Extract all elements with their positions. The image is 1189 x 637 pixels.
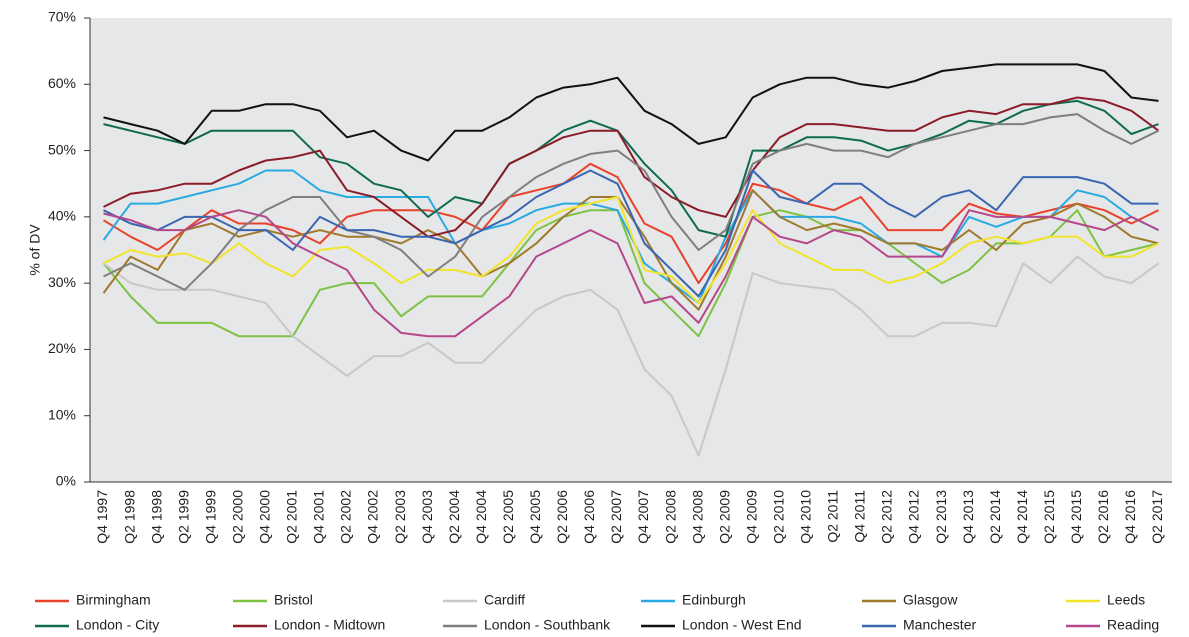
x-tick-label: Q4 2006 xyxy=(581,490,597,544)
x-tick-label: Q2 2007 xyxy=(608,490,624,544)
x-tick-label: Q2 2010 xyxy=(770,490,786,544)
x-tick-label: Q2 2004 xyxy=(446,490,462,544)
x-tick-label: Q2 2015 xyxy=(1041,490,1057,544)
y-tick-label: 40% xyxy=(48,208,76,224)
y-tick-label: 0% xyxy=(56,473,76,489)
x-tick-label: Q2 2008 xyxy=(662,490,678,544)
x-tick-label: Q4 1999 xyxy=(202,490,218,544)
series-line xyxy=(103,96,1160,238)
x-tick-label: Q4 1997 xyxy=(94,490,110,544)
series-line xyxy=(103,113,1159,291)
x-tick-label: Q2 2003 xyxy=(392,490,408,544)
legend-label: Bristol xyxy=(274,592,313,608)
x-tick-label: Q2 2013 xyxy=(933,490,949,544)
x-tick-label: Q2 2017 xyxy=(1149,490,1165,544)
series-line xyxy=(103,99,1159,238)
y-tick-label: 70% xyxy=(48,9,76,25)
legend-label: Cardiff xyxy=(484,592,525,608)
x-tick-label: Q2 2009 xyxy=(716,490,732,544)
x-tick-label: Q4 2004 xyxy=(473,490,489,544)
legend-label: Manchester xyxy=(903,617,976,633)
x-tick-label: Q4 2016 xyxy=(1122,490,1138,544)
series-line xyxy=(103,63,1159,162)
y-axis-label: % of DV xyxy=(27,224,43,276)
x-tick-label: Q2 1999 xyxy=(175,490,191,544)
legend-label: London - City xyxy=(76,617,159,633)
y-tick-label: 50% xyxy=(48,141,76,157)
y-tick-label: 30% xyxy=(48,274,76,290)
series-line xyxy=(103,196,1159,304)
plot-area xyxy=(90,18,1172,482)
x-tick-label: Q2 1998 xyxy=(121,490,137,544)
x-tick-label: Q4 2003 xyxy=(419,490,435,544)
x-tick-label: Q4 2007 xyxy=(635,490,651,544)
y-tick-label: 10% xyxy=(48,406,76,422)
x-tick-label: Q4 2010 xyxy=(798,490,814,544)
legend-label: London - West End xyxy=(682,617,802,633)
x-tick-label: Q4 2000 xyxy=(257,490,273,544)
legend-label: Leeds xyxy=(1107,592,1145,608)
x-tick-label: Q2 2006 xyxy=(554,490,570,544)
x-tick-label: Q4 2012 xyxy=(906,490,922,544)
x-tick-label: Q2 2000 xyxy=(229,490,245,544)
y-tick-label: 60% xyxy=(48,75,76,91)
x-tick-label: Q4 2013 xyxy=(960,490,976,544)
legend-label: London - Southbank xyxy=(484,617,611,633)
legend-label: Reading xyxy=(1107,617,1159,633)
series-line xyxy=(103,209,1159,338)
x-tick-label: Q2 2014 xyxy=(987,490,1003,544)
series-line xyxy=(102,255,1160,457)
x-tick-label: Q4 2005 xyxy=(527,490,543,544)
x-tick-label: Q2 2011 xyxy=(825,490,841,543)
x-tick-label: Q2 2012 xyxy=(879,490,895,544)
legend-label: Edinburgh xyxy=(682,592,746,608)
x-tick-label: Q4 2001 xyxy=(311,490,327,544)
x-tick-label: Q2 2001 xyxy=(284,490,300,544)
legend-label: Birmingham xyxy=(76,592,151,608)
x-tick-label: Q4 2011 xyxy=(852,490,868,543)
series-line xyxy=(103,169,1159,298)
x-tick-label: Q4 2014 xyxy=(1014,490,1030,544)
series-line xyxy=(102,209,1159,338)
x-tick-label: Q4 2009 xyxy=(743,490,759,544)
y-tick-label: 20% xyxy=(48,340,76,356)
x-tick-label: Q4 1998 xyxy=(148,490,164,544)
x-tick-label: Q2 2002 xyxy=(338,490,354,544)
x-tick-label: Q4 2008 xyxy=(689,490,705,544)
legend-label: Glasgow xyxy=(903,592,958,608)
series-line xyxy=(102,162,1159,285)
series-line xyxy=(102,169,1159,304)
x-tick-label: Q4 2002 xyxy=(365,490,381,544)
legend-label: London - Midtown xyxy=(274,617,385,633)
x-tick-label: Q4 2015 xyxy=(1068,490,1084,544)
x-tick-label: Q2 2005 xyxy=(500,490,516,544)
x-tick-label: Q2 2016 xyxy=(1095,490,1111,544)
